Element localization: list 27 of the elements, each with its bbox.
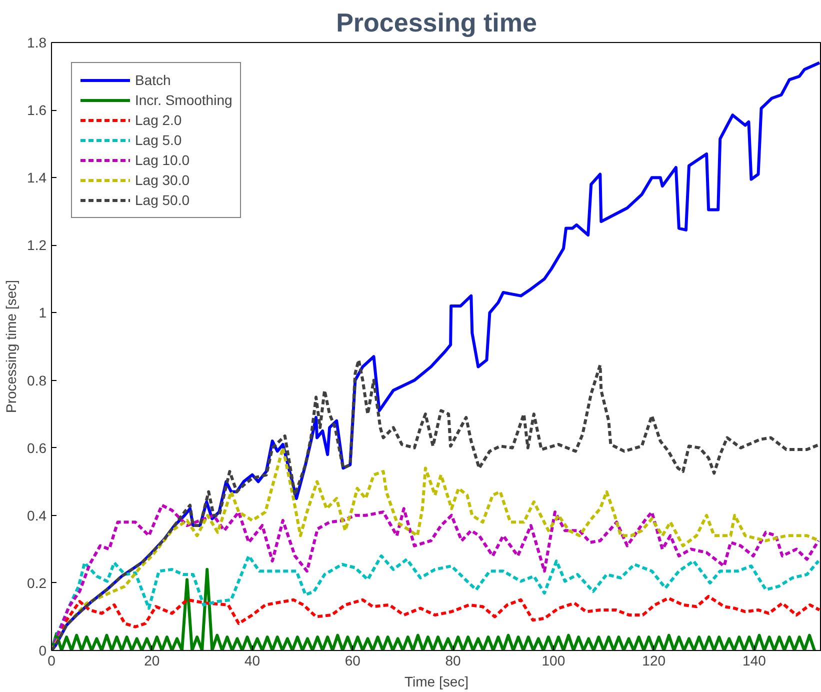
y-tick-label: 1 (38, 304, 47, 321)
legend-label: Lag 10.0 (135, 151, 190, 169)
y-tick-label: 1.2 (27, 237, 47, 254)
y-tick-label: 1.8 (27, 34, 47, 50)
y-tick-label: 0 (38, 642, 47, 658)
x-tick-label: 80 (445, 652, 462, 668)
y-tick-label: 0.2 (27, 574, 47, 591)
legend-label: Lag 30.0 (135, 171, 190, 189)
y-tick-label: 0.6 (27, 440, 47, 456)
legend-label: Lag 2.0 (135, 111, 182, 129)
legend-label: Lag 50.0 (135, 191, 190, 209)
y-tick-label: 1.6 (27, 102, 47, 118)
y-axis-title: Processing time [sec] (3, 280, 20, 414)
x-tick-label: 20 (144, 652, 160, 668)
x-tick-label: 40 (244, 652, 260, 668)
legend-label: Batch (135, 71, 171, 89)
legend-label: Incr. Smoothing (135, 91, 232, 109)
legend-label: Lag 5.0 (135, 131, 182, 149)
y-tick-label: 1.4 (27, 170, 47, 186)
x-axis-title: Time [sec] (404, 674, 469, 690)
x-tick-label: 60 (344, 652, 361, 668)
x-tick-label: 120 (642, 652, 666, 668)
y-tick-label: 0.8 (27, 372, 47, 388)
x-tick-label: 140 (742, 652, 766, 668)
chart-title: Processing time (336, 8, 537, 38)
x-tick-label: 100 (542, 652, 566, 668)
y-tick-label: 0.4 (27, 507, 47, 524)
